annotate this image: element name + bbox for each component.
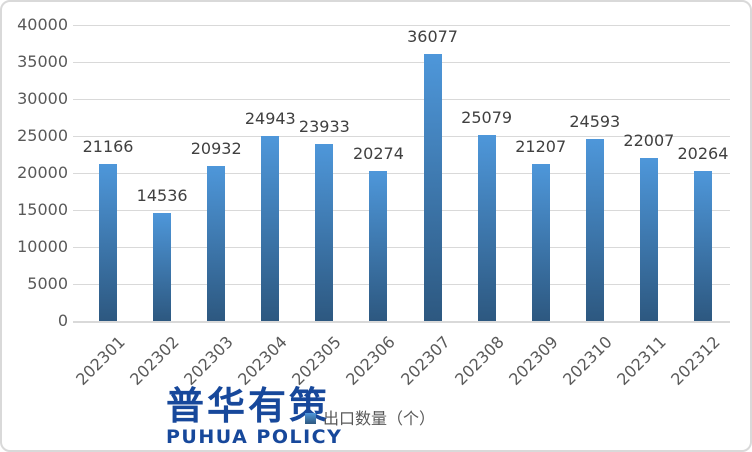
bar-202312 — [693, 171, 712, 321]
bar-202304 — [261, 136, 280, 321]
y-gridline — [73, 210, 730, 211]
x-axis-line — [73, 321, 730, 323]
y-axis-tick-label: 35000 — [17, 52, 68, 71]
bar-202302 — [153, 213, 172, 321]
y-gridline — [73, 173, 730, 174]
data-label-202302: 14536 — [136, 186, 188, 206]
legend-series-label: 出口数量（个） — [323, 409, 436, 428]
x-axis-tick-label-202312: 202312 — [667, 332, 724, 389]
bar-202303 — [207, 166, 226, 321]
x-axis-tick-label-202301: 202301 — [72, 332, 129, 389]
data-label-202309: 21207 — [515, 137, 567, 157]
y-axis-tick-label: 20000 — [17, 163, 68, 182]
logo-english-text: PUHUA POLICY — [166, 426, 343, 448]
y-axis-tick-label: 10000 — [17, 237, 68, 256]
y-gridline — [73, 62, 730, 63]
y-axis-tick-label: 30000 — [17, 89, 68, 108]
y-gridline — [73, 99, 730, 100]
data-label-202305: 23933 — [298, 116, 350, 136]
y-gridline — [73, 284, 730, 285]
y-axis-tick-label: 25000 — [17, 126, 68, 145]
data-label-202311: 22007 — [623, 131, 675, 151]
y-axis-tick-label: 40000 — [17, 15, 68, 34]
data-label-202301: 21166 — [82, 137, 134, 157]
x-axis-tick-label-202308: 202308 — [450, 332, 508, 389]
data-label-202306: 20274 — [353, 143, 404, 163]
data-label-202310: 24593 — [569, 112, 621, 131]
chart-legend: 出口数量（个） — [305, 405, 435, 429]
bar-202310 — [585, 139, 604, 321]
bar-202307 — [423, 54, 442, 321]
logo-chinese-text: 普华有策 — [166, 384, 331, 428]
y-gridline — [73, 247, 730, 248]
data-label-202312: 20264 — [677, 144, 729, 164]
data-label-202304: 24943 — [244, 109, 296, 129]
data-label-202308: 25079 — [461, 108, 513, 128]
x-axis-tick-label-202307: 202307 — [396, 332, 454, 389]
data-label-202307: 36077 — [407, 27, 458, 47]
y-axis-tick-label: 5000 — [27, 274, 68, 293]
bar-202308 — [477, 135, 496, 321]
x-axis-tick-label-202310: 202310 — [558, 332, 616, 389]
y-axis-tick-label: 0 — [57, 311, 68, 330]
puhua-policy-logo: 普华有策 PUHUA POLICY — [166, 386, 342, 447]
bar-202309 — [531, 164, 550, 321]
y-gridline — [73, 136, 730, 137]
bar-202301 — [99, 164, 118, 321]
x-axis-tick-label-202309: 202309 — [504, 332, 562, 389]
bar-202306 — [369, 170, 388, 321]
y-axis-tick-label: 15000 — [17, 200, 68, 219]
bar-202305 — [315, 143, 334, 321]
x-axis-tick-label-202311: 202311 — [612, 332, 670, 389]
legend-marker-icon — [305, 413, 316, 424]
x-axis-tick-label-202306: 202306 — [342, 332, 400, 389]
bar-202311 — [639, 158, 658, 321]
data-label-202303: 20932 — [190, 139, 242, 159]
y-gridline — [73, 25, 730, 26]
